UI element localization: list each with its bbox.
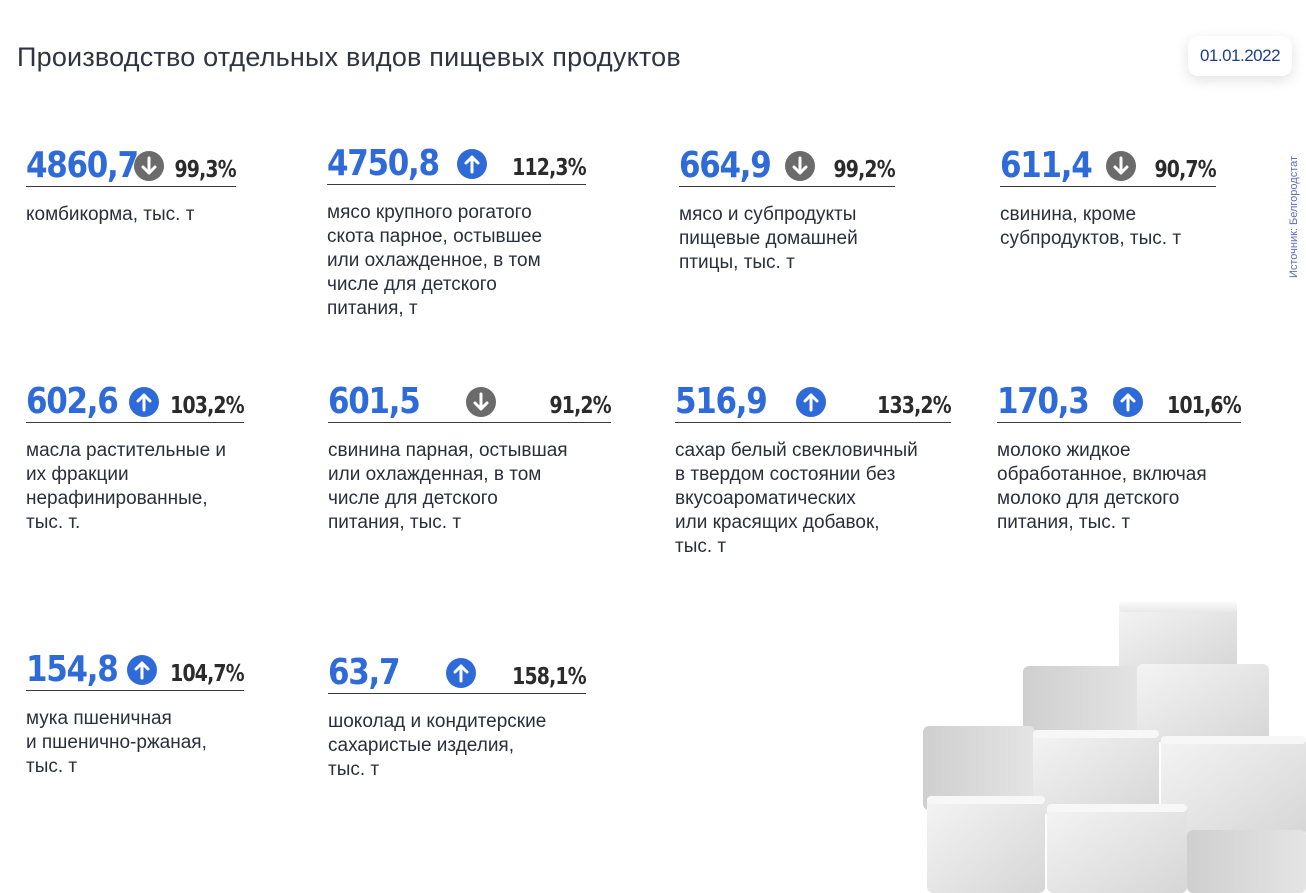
arrow-up-circle-icon (796, 387, 826, 417)
page-title: Производство отдельных видов пищевых про… (17, 42, 681, 72)
stat-percent: 99,2% (833, 157, 896, 183)
stat-row: 63,7 158,1% (328, 645, 587, 694)
stat-card: 4750,8 112,3% мясо крупного рогатого ско… (327, 136, 587, 321)
stat-label: мука пшеничная и пшенично-ржаная, тыс. т (26, 708, 207, 777)
stat-percent: 103,2% (170, 393, 244, 419)
stat-percent: 101,6% (1167, 393, 1241, 419)
stat-card: 602,6 103,2% масла растительные и их фра… (26, 374, 245, 535)
stat-card: 611,4 90,7% свинина, кроме субпродуктов,… (1000, 138, 1217, 251)
stat-value: 170,3 (997, 381, 1090, 422)
stat-percent: 112,3% (512, 155, 586, 181)
stat-value: 516,9 (675, 381, 768, 422)
stat-row: 516,9 133,2% (675, 374, 952, 423)
stat-value: 4750,8 (327, 143, 440, 184)
stat-percent: 133,2% (877, 393, 951, 419)
stat-label: свинина парная, остывшая или охлажденная… (328, 440, 568, 533)
arrow-up-circle-icon (1113, 387, 1143, 417)
stat-label: шоколад и кондитерские сахаристые издели… (328, 711, 547, 780)
arrow-up-circle-icon (457, 149, 487, 179)
stat-row: 4750,8 112,3% (327, 136, 587, 185)
cubes-illustration (923, 602, 1306, 893)
stat-value: 611,4 (1000, 145, 1093, 186)
stat-label: сахар белый свекловичный в твердом состо… (675, 440, 918, 557)
date-badge: 01.01.2022 (1188, 36, 1292, 76)
stat-value: 63,7 (328, 652, 401, 693)
stat-percent: 104,7% (170, 661, 244, 687)
stat-value: 664,9 (679, 145, 772, 186)
stat-value: 154,8 (26, 649, 119, 690)
source-note: Источник: Белгородстат (1284, 142, 1304, 292)
stat-value: 601,5 (328, 381, 421, 422)
stat-label: свинина, кроме субпродуктов, тыс. т (1000, 204, 1182, 249)
stat-value: 602,6 (26, 381, 119, 422)
arrow-down-circle-icon (785, 151, 815, 181)
arrow-down-circle-icon (134, 151, 164, 181)
stat-label: масла растительные и их фракции нерафини… (26, 440, 227, 533)
stat-row: 154,8 104,7% (26, 642, 245, 691)
stat-label: комбикорма, тыс. т (26, 204, 195, 225)
stat-card: 170,3 101,6% молоко жидкое обработанное,… (997, 374, 1242, 535)
stat-card: 154,8 104,7% мука пшеничная и пшенично-р… (26, 642, 245, 779)
stat-card: 664,9 99,2% мясо и субпродукты пищевые д… (679, 138, 896, 275)
stat-percent: 99,3% (174, 157, 237, 183)
arrow-up-circle-icon (129, 387, 159, 417)
arrow-up-circle-icon (446, 658, 476, 688)
arrow-down-circle-icon (1106, 151, 1136, 181)
stat-percent: 91,2% (549, 393, 612, 419)
stat-card: 63,7 158,1% шоколад и кондитерские сахар… (328, 645, 587, 782)
stat-percent: 158,1% (512, 664, 586, 690)
stat-label: мясо крупного рогатого скота парное, ост… (327, 202, 543, 319)
stat-card: 601,5 91,2% свинина парная, остывшая или… (328, 374, 612, 535)
stat-row: 602,6 103,2% (26, 374, 245, 423)
stat-card: 4860,7 99,3% комбикорма, тыс. т (26, 138, 237, 227)
source-text: Источник: Белгородстат (1288, 155, 1300, 279)
stat-label: молоко жидкое обработанное, включая моло… (997, 440, 1207, 533)
arrow-down-circle-icon (466, 387, 496, 417)
stat-row: 611,4 90,7% (1000, 138, 1217, 187)
stat-card: 516,9 133,2% сахар белый свекловичный в … (675, 374, 952, 559)
stat-row: 170,3 101,6% (997, 374, 1242, 423)
stat-row: 664,9 99,2% (679, 138, 896, 187)
arrow-up-circle-icon (127, 655, 157, 685)
stat-value: 4860,7 (26, 145, 139, 186)
stat-percent: 90,7% (1154, 157, 1217, 183)
stat-label: мясо и субпродукты пищевые домашней птиц… (679, 204, 858, 273)
stat-row: 601,5 91,2% (328, 374, 612, 423)
stat-row: 4860,7 99,3% (26, 138, 237, 187)
